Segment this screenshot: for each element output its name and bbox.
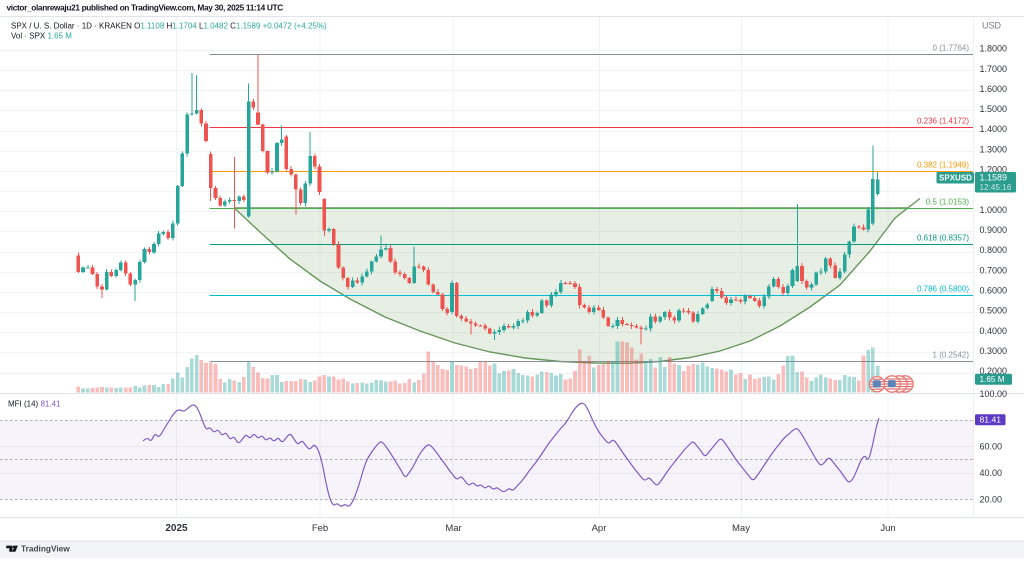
- svg-text:0.4000: 0.4000: [980, 326, 1008, 336]
- svg-text:20.00: 20.00: [980, 494, 1003, 504]
- svg-text:USD: USD: [982, 21, 1002, 31]
- svg-text:1.65 M: 1.65 M: [980, 375, 1005, 384]
- svg-text:SPXUSD: SPXUSD: [939, 174, 972, 183]
- svg-text:0.786 (0.5800): 0.786 (0.5800): [917, 284, 969, 293]
- svg-text:100.00: 100.00: [980, 389, 1008, 399]
- svg-text:1.6000: 1.6000: [980, 84, 1008, 94]
- svg-text:Jun: Jun: [880, 523, 895, 534]
- svg-text:1.3000: 1.3000: [980, 144, 1008, 154]
- svg-text:0.9000: 0.9000: [980, 225, 1008, 235]
- svg-text:0.236 (1.4172): 0.236 (1.4172): [917, 116, 969, 125]
- svg-text:12:45:16: 12:45:16: [980, 183, 1012, 192]
- svg-text:1.5000: 1.5000: [980, 104, 1008, 114]
- svg-text:0 (1.7764): 0 (1.7764): [933, 43, 970, 52]
- svg-text:SPX / U. S. Dollar · 1D · KRAK: SPX / U. S. Dollar · 1D · KRAKEN O1.1108…: [11, 22, 327, 31]
- svg-text:1.4000: 1.4000: [980, 124, 1008, 134]
- svg-text:40.00: 40.00: [980, 468, 1003, 478]
- svg-text:victor_olanrewaju21 published: victor_olanrewaju21 published on Trading…: [7, 3, 284, 13]
- svg-text:0.5 (1.0153): 0.5 (1.0153): [926, 197, 969, 206]
- svg-text:1.1589: 1.1589: [980, 173, 1008, 183]
- svg-text:60.00: 60.00: [980, 442, 1003, 452]
- svg-text:0.618 (0.8357): 0.618 (0.8357): [917, 233, 969, 242]
- svg-text:2025: 2025: [165, 523, 188, 534]
- svg-text:1.7000: 1.7000: [980, 64, 1008, 74]
- svg-text:MFI (14) 81.41: MFI (14) 81.41: [8, 399, 61, 408]
- svg-text:Mar: Mar: [445, 523, 461, 534]
- svg-text:1.2000: 1.2000: [980, 165, 1008, 175]
- svg-text:0.5000: 0.5000: [980, 306, 1008, 316]
- svg-text:1 (0.2542): 1 (0.2542): [933, 350, 970, 359]
- svg-text:1.8000: 1.8000: [980, 44, 1008, 54]
- svg-text:0.8000: 0.8000: [980, 245, 1008, 255]
- svg-text:0.7000: 0.7000: [980, 265, 1008, 275]
- svg-text:0.3000: 0.3000: [980, 346, 1008, 356]
- svg-text:Vol · SPX 1.65 M: Vol · SPX 1.65 M: [11, 32, 72, 41]
- svg-text:Apr: Apr: [592, 523, 607, 534]
- svg-text:TradingView: TradingView: [21, 544, 70, 554]
- svg-text:0.2000: 0.2000: [980, 366, 1008, 376]
- svg-text:Feb: Feb: [312, 523, 328, 534]
- svg-text:0.382 (1.1949): 0.382 (1.1949): [917, 160, 969, 169]
- svg-text:1.0000: 1.0000: [980, 205, 1008, 215]
- svg-text:0.6000: 0.6000: [980, 286, 1008, 296]
- svg-text:81.41: 81.41: [980, 415, 1002, 425]
- svg-text:May: May: [732, 523, 750, 534]
